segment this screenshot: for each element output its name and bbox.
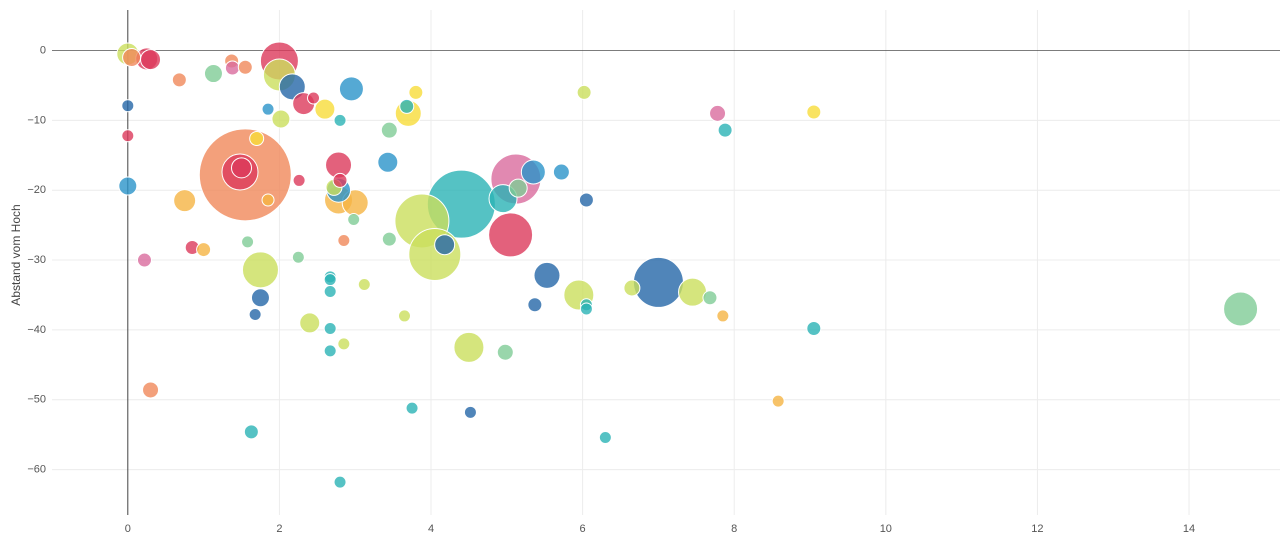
y-tick-label: −20 xyxy=(27,184,46,196)
bubble-point[interactable] xyxy=(261,102,275,116)
bubble-point[interactable] xyxy=(702,290,718,306)
bubble-point[interactable] xyxy=(140,49,162,71)
bubble-series xyxy=(116,41,1259,489)
bubble-point[interactable] xyxy=(408,227,462,281)
bubble-point[interactable] xyxy=(337,233,351,247)
bubble-point[interactable] xyxy=(241,235,255,249)
x-tick-label: 10 xyxy=(880,523,892,535)
x-axis-tick-labels: 0 2 4 6 8 10 12 14 xyxy=(125,523,1195,535)
bubble-point[interactable] xyxy=(434,234,456,256)
bubble-point[interactable] xyxy=(121,129,135,143)
x-tick-label: 14 xyxy=(1183,523,1195,535)
bubble-point[interactable] xyxy=(381,231,397,247)
x-tick-label: 12 xyxy=(1031,523,1043,535)
bubble-point[interactable] xyxy=(463,405,477,419)
bubble-point[interactable] xyxy=(173,189,197,213)
bubble-point[interactable] xyxy=(261,193,275,207)
bubble-point[interactable] xyxy=(203,64,223,84)
bubble-point[interactable] xyxy=(380,121,398,139)
bubble-point[interactable] xyxy=(121,99,135,113)
bubble-point[interactable] xyxy=(508,178,528,198)
bubble-point[interactable] xyxy=(716,309,730,323)
bubble-point[interactable] xyxy=(314,98,336,120)
x-tick-label: 6 xyxy=(580,523,586,535)
bubble-point[interactable] xyxy=(552,163,570,181)
bubble-point[interactable] xyxy=(576,84,592,100)
x-tick-label: 4 xyxy=(428,523,434,535)
grid-lines xyxy=(52,10,1280,515)
bubble-point[interactable] xyxy=(408,84,424,100)
bubble-point[interactable] xyxy=(488,212,534,258)
x-tick-label: 8 xyxy=(731,523,737,535)
bubble-point[interactable] xyxy=(224,60,240,76)
bubble-point[interactable] xyxy=(250,288,270,308)
bubble-point[interactable] xyxy=(347,213,361,227)
y-tick-label: 0 xyxy=(40,44,46,56)
bubble-point[interactable] xyxy=(632,256,684,308)
bubble-point[interactable] xyxy=(271,109,291,129)
bubble-point[interactable] xyxy=(333,475,347,489)
bubble-point[interactable] xyxy=(323,322,337,336)
bubble-point[interactable] xyxy=(196,242,212,258)
y-tick-label: −60 xyxy=(27,464,46,476)
bubble-point[interactable] xyxy=(248,308,262,322)
bubble-point[interactable] xyxy=(678,277,708,307)
bubble-point[interactable] xyxy=(520,159,546,185)
bubble-point[interactable] xyxy=(338,76,364,102)
bubble-point[interactable] xyxy=(496,343,514,361)
bubble-point[interactable] xyxy=(709,104,727,122)
bubble-point[interactable] xyxy=(136,252,152,268)
bubble-point[interactable] xyxy=(405,401,419,415)
bubble-point[interactable] xyxy=(171,72,187,88)
bubble-point[interactable] xyxy=(333,113,347,127)
bubble-point[interactable] xyxy=(533,261,561,289)
bubble-point[interactable] xyxy=(771,394,785,408)
bubble-point[interactable] xyxy=(806,104,822,120)
bubble-point[interactable] xyxy=(243,424,259,440)
y-tick-label: −40 xyxy=(27,324,46,336)
bubble-point[interactable] xyxy=(377,151,399,173)
bubble-point[interactable] xyxy=(806,321,822,337)
bubble-point[interactable] xyxy=(1223,291,1259,327)
bubble-point[interactable] xyxy=(453,331,485,363)
bubble-point[interactable] xyxy=(307,91,321,105)
x-tick-label: 0 xyxy=(125,523,131,535)
bubble-point[interactable] xyxy=(399,98,415,114)
bubble-point[interactable] xyxy=(299,312,321,334)
x-tick-label: 2 xyxy=(276,523,282,535)
bubble-point[interactable] xyxy=(118,176,138,196)
bubble-point[interactable] xyxy=(142,381,160,399)
bubble-point[interactable] xyxy=(332,172,348,188)
y-tick-label: −30 xyxy=(27,254,46,266)
bubble-point[interactable] xyxy=(249,131,265,147)
y-tick-label: −10 xyxy=(27,114,46,126)
bubble-point[interactable] xyxy=(717,122,733,138)
bubble-point[interactable] xyxy=(231,157,253,179)
bubble-point[interactable] xyxy=(578,192,594,208)
bubble-point[interactable] xyxy=(337,337,351,351)
bubble-point[interactable] xyxy=(122,47,142,67)
y-tick-label: −50 xyxy=(27,394,46,406)
y-axis-title: Abstand vom Hoch xyxy=(9,204,23,305)
axes xyxy=(52,10,1280,515)
bubble-point[interactable] xyxy=(527,297,543,313)
bubble-point[interactable] xyxy=(357,278,371,292)
bubble-point[interactable] xyxy=(323,273,337,287)
bubble-point[interactable] xyxy=(579,302,593,316)
bubble-point[interactable] xyxy=(397,309,411,323)
bubble-point[interactable] xyxy=(323,284,337,298)
y-axis-tick-labels: 0 −10 −20 −30 −40 −50 −60 xyxy=(27,44,46,475)
bubble-point[interactable] xyxy=(237,59,253,75)
bubble-point[interactable] xyxy=(292,173,306,187)
bubble-point[interactable] xyxy=(291,250,305,264)
bubble-point[interactable] xyxy=(323,344,337,358)
bubble-point[interactable] xyxy=(241,251,279,289)
bubble-point[interactable] xyxy=(623,279,641,297)
bubble-point[interactable] xyxy=(598,430,612,444)
